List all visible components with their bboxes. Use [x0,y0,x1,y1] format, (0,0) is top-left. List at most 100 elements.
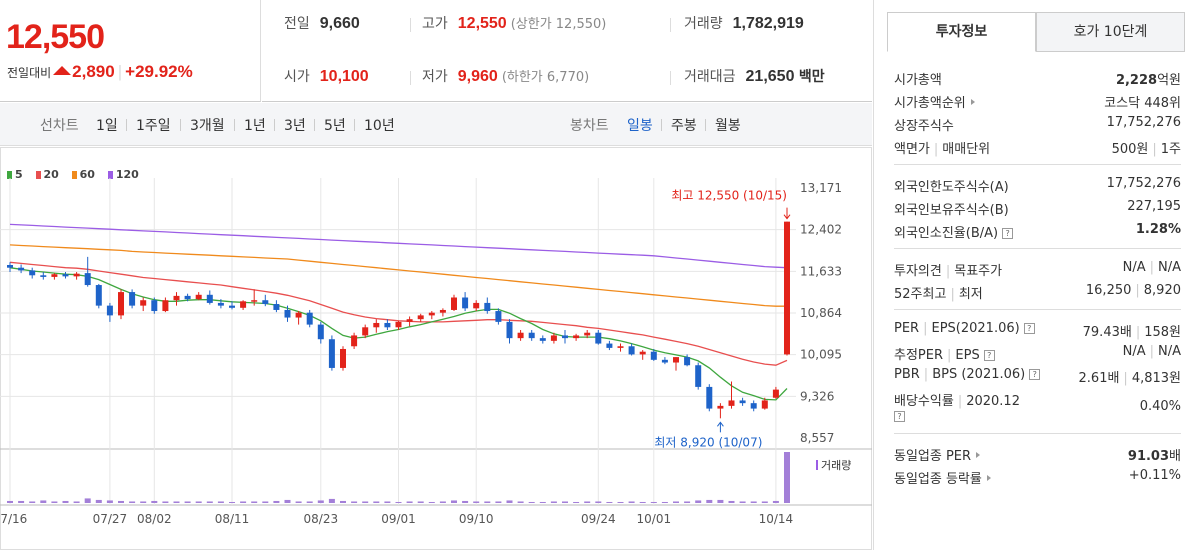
period-1y[interactable]: 1년 [244,118,266,134]
period-3m[interactable]: 3개월 [190,118,225,134]
y-tick-label: 12,402 [800,223,842,237]
y-tick-label: 13,171 [800,181,842,195]
candle-body [51,274,58,277]
candle-body [528,332,535,339]
period-1w[interactable]: 1주일 [136,118,171,134]
volume-bar [462,500,469,503]
volume-bar [606,501,613,503]
help-icon[interactable]: ? [894,411,905,422]
info-row-foreign-limit: 외국인한도주식수(A) 17,752,276 [894,176,1181,195]
period-10y[interactable]: 10년 [364,118,395,134]
candle-body [595,332,602,344]
tab-investment-info[interactable]: 투자정보 [887,12,1036,52]
period-3y[interactable]: 3년 [284,118,306,134]
help-icon[interactable]: ? [1029,369,1041,380]
volume-bar [106,500,113,503]
ma-line-60 [9,244,787,307]
y-tick-label: 8,557 [800,431,834,445]
volume-bar [284,499,291,503]
info-row-sector-change[interactable]: 동일업종 등락률 +0.11% [894,468,1181,487]
candle-body [317,324,324,340]
ma-line-20 [9,261,788,366]
info-row-est-per: 추정PER | EPS? N/A | N/A [894,344,1181,363]
period-5y[interactable]: 5년 [324,118,346,134]
high-arrowhead-icon [783,214,791,220]
stat-amount: 거래대금 21,650 백만 [684,68,825,85]
candle-body [517,332,524,339]
candle-body [573,335,580,339]
volume-bar [761,501,768,503]
info-row-market-cap-rank[interactable]: 시가총액순위 코스닥 448위 [894,96,1181,111]
candle-body [106,305,113,316]
period-1d[interactable]: 1일 [96,118,118,134]
chart-frame [0,147,872,550]
volume-bar [617,501,624,503]
candle-body [62,274,69,277]
volume-bar [229,501,235,503]
volume-bar [362,501,369,503]
volume-bar [473,501,480,503]
volume-bar [262,501,269,503]
x-tick-label: 10/01 [637,512,672,526]
volume-bar [728,500,735,503]
legend-ma60: 60 [71,168,95,181]
candle-daily[interactable]: 일봉 [627,118,653,134]
y-tick-label: 9,326 [800,389,834,403]
info-row-sector-per[interactable]: 동일업종 PER 91.03배 [894,449,1181,464]
volume-bar [206,501,213,503]
candle-body [273,304,280,310]
volume-bar [739,501,746,503]
candle-body [340,348,346,368]
side-tabs: 투자정보 호가 10단계 [887,12,1185,52]
tab-orderbook[interactable]: 호가 10단계 [1036,12,1185,52]
volume-bar [706,499,713,503]
volume-bar [351,501,358,503]
candle-body [229,305,235,308]
x-tick-label: 08/23 [304,512,339,526]
candle-body [251,300,258,302]
candle-body [750,403,757,409]
volume-bar [29,501,36,503]
ma-legend: 5 20 60 120 [7,168,148,181]
volume-label: 거래량 [821,459,851,472]
volume-bar [317,500,324,503]
volume-bar [484,501,491,503]
x-tick-label: 09/01 [381,512,416,526]
volume-bar [340,500,346,503]
volume-bar [451,500,457,503]
help-icon[interactable]: ? [1023,323,1035,334]
candle-body [506,321,513,339]
candle-chart-label: 봉차트 [570,118,609,134]
investment-panel: 투자정보 호가 10단계 시가총액 2,228억원 시가총액순위 코스닥 448… [873,0,1192,550]
help-icon[interactable]: ? [983,350,995,361]
candle-weekly[interactable]: 주봉 [671,118,697,134]
x-tick-label: 10/14 [759,512,794,526]
candle-body [728,400,735,406]
candle-monthly[interactable]: 월봉 [715,118,741,134]
chevron-right-icon [976,452,981,458]
candle-body [451,297,457,310]
candle-body [550,335,557,341]
high-annotation: 최고 12,550 (10/15) [671,189,787,203]
price-stats: 전일 9,660 고가 12,550 (상한가 12,550) 거래량 1,782,91… [262,0,872,102]
up-arrow-icon [53,66,72,75]
candle-body [18,267,25,271]
info-row-pbr: PBR | BPS (2021.06)? 2.61배 | 4,813원 [894,367,1181,386]
candle-body [129,292,136,306]
price-chart: 5 20 60 120 13,171 12,402 11,633 10,864 10,0… [0,147,872,550]
candle-body [661,359,668,363]
candle-body [306,312,313,325]
candle-body [650,351,657,360]
volume-bar [506,500,513,503]
candle-body [262,300,269,305]
volume-bar [184,501,191,503]
candle-body [328,339,335,368]
candle-body [295,312,302,318]
volume-bar [217,501,224,503]
volume-bar [162,501,169,503]
volume-bar [7,500,13,503]
help-icon[interactable]: ? [1002,228,1014,239]
candle-body [717,405,724,409]
chart-section: 12,550 전일대비 2,890 | +29.92% 전일 9,660 고가 12,55… [0,0,872,550]
volume-bar [695,500,702,503]
